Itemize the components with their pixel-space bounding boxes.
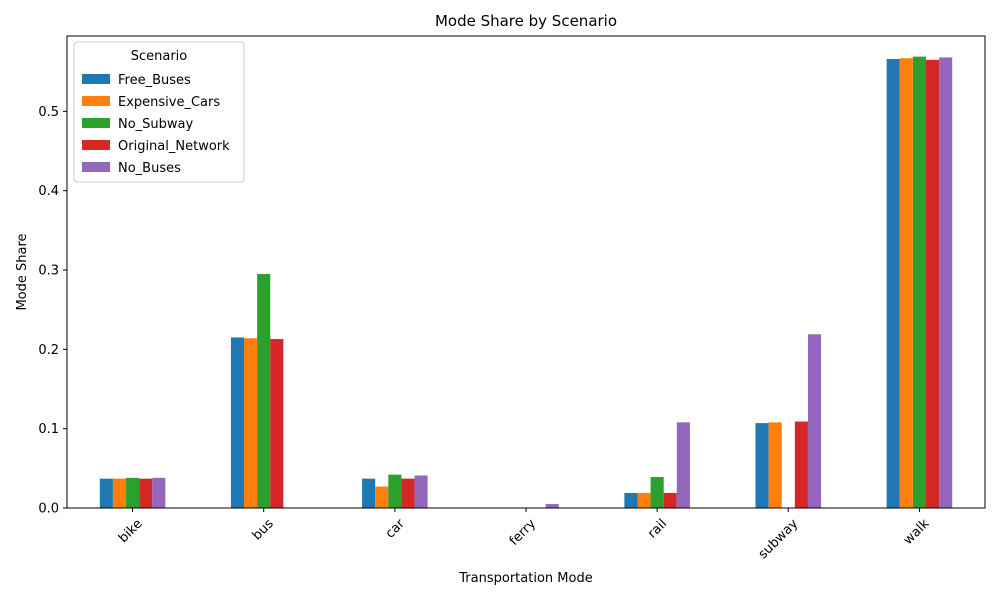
bar-No_Buses-subway [807, 334, 822, 508]
bar-Expensive_Cars-bus [244, 338, 258, 508]
bar-No_Subway-bus [257, 273, 271, 508]
bar-No_Subway-bike [126, 477, 140, 508]
bar-Free_Buses-car [362, 478, 376, 508]
x-tick-label: bus [250, 516, 277, 543]
bar-Free_Buses-walk [886, 59, 900, 508]
legend-label-No_Subway: No_Subway [118, 117, 194, 132]
y-tick-label: 0.0 [38, 502, 59, 517]
bar-Free_Buses-bus [230, 337, 245, 508]
legend: Scenario Free_Buses Expensive_Cars No_Subwa… [73, 41, 245, 183]
x-tick-label: subway [756, 516, 802, 562]
bar-Original_Network-car [401, 478, 415, 508]
x-axis-label: Transportation Mode [458, 571, 592, 586]
bar-No_Subway-rail [650, 477, 664, 508]
y-tick-label: 0.3 [38, 264, 59, 279]
legend-label-Original_Network: Original_Network [118, 139, 230, 154]
bar-No_Subway-car [388, 474, 402, 508]
bar-Free_Buses-subway [755, 423, 769, 508]
y-axis-label: Mode Share [15, 233, 30, 310]
bar-No_Subway-walk [912, 56, 926, 508]
x-tick-label: ferry [507, 516, 540, 549]
legend-swatch-No_Subway [82, 118, 110, 128]
legend-label-Expensive_Cars: Expensive_Cars [118, 95, 220, 110]
legend-swatch-Original_Network [82, 140, 110, 150]
bar-Original_Network-bike [139, 478, 153, 508]
y-tick-label: 0.1 [38, 422, 59, 437]
y-tick-label: 0.5 [38, 105, 59, 120]
bar-Expensive_Cars-subway [768, 422, 782, 508]
legend-title: Scenario [131, 49, 188, 64]
bar-No_Buses-bike [152, 477, 166, 508]
legend-swatch-Free_Buses [82, 74, 110, 84]
bar-Expensive_Cars-bike [112, 478, 127, 508]
legend-label-Free_Buses: Free_Buses [118, 73, 191, 88]
legend-label-No_Buses: No_Buses [118, 161, 181, 176]
bar-No_Buses-car [414, 475, 428, 508]
bar-Expensive_Cars-car [375, 486, 389, 508]
x-tick-label: car [383, 516, 409, 542]
bar-Original_Network-bus [270, 339, 284, 508]
bar-Expensive_Cars-rail [637, 492, 651, 508]
chart-title: Mode Share by Scenario [435, 12, 617, 30]
legend-swatch-Expensive_Cars [82, 96, 110, 106]
x-tick-label: walk [901, 516, 933, 548]
y-tick-label: 0.4 [38, 184, 59, 199]
bar-Original_Network-subway [794, 421, 808, 508]
x-tick-label: bike [116, 516, 146, 546]
y-tick-label: 0.2 [38, 343, 59, 358]
x-tick-label: rail [645, 516, 670, 541]
bar-Expensive_Cars-walk [899, 58, 913, 509]
bar-Original_Network-walk [925, 59, 940, 509]
bar-Free_Buses-bike [99, 478, 113, 508]
bar-No_Buses-ferry [545, 504, 559, 508]
plot-area: 0.0 0.1 0.2 0.3 0.4 0.5 bike bus car ferry rail sub… [38, 35, 986, 562]
bar-No_Buses-rail [676, 422, 690, 508]
bar-Original_Network-rail [663, 492, 677, 508]
bar-No_Buses-walk [939, 57, 953, 509]
legend-swatch-No_Buses [82, 162, 110, 172]
bar-Free_Buses-rail [624, 492, 638, 508]
legend-box [73, 41, 245, 183]
